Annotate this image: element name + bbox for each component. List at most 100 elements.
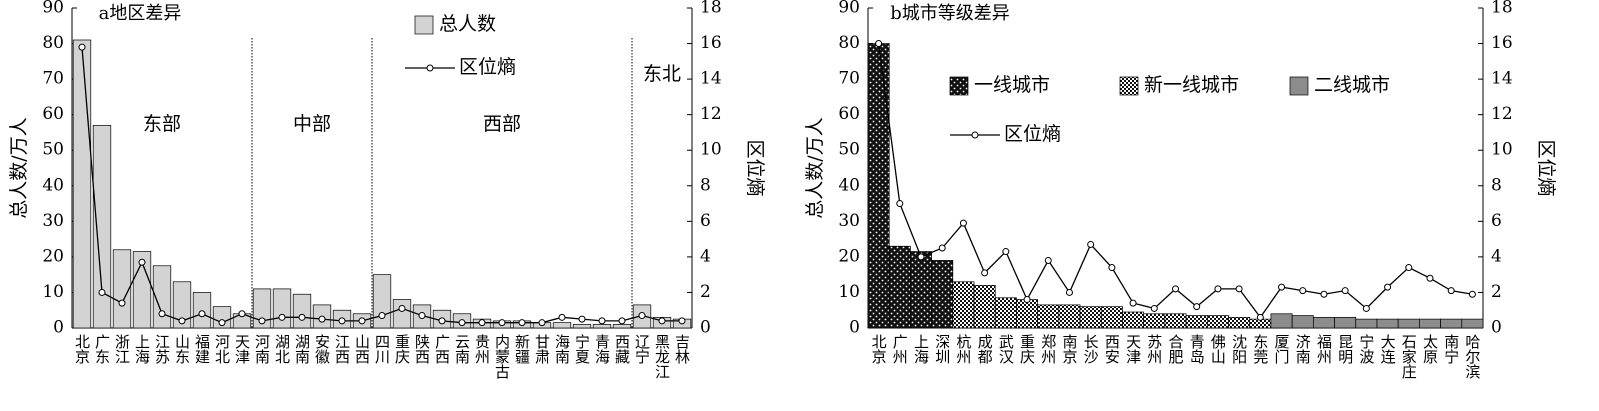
line-marker [658, 317, 666, 325]
x-tick-label: 内蒙古 [493, 334, 511, 379]
bar [1376, 318, 1399, 329]
line-marker [1341, 287, 1349, 295]
x-tick-label: 重庆 [1018, 334, 1036, 364]
y2-tick-label: 14 [700, 69, 722, 89]
bar [1016, 299, 1039, 329]
line-marker [338, 317, 346, 325]
legend-label: 一线城市 [974, 74, 1050, 96]
x-tick-label: 南宁 [1442, 334, 1460, 364]
line-marker [1172, 285, 1179, 293]
line-marker [418, 312, 426, 320]
line-marker [1278, 283, 1286, 291]
line-marker [518, 319, 526, 327]
y2-tick-label: 16 [1491, 33, 1513, 53]
line-marker [1426, 274, 1434, 282]
line-marker [938, 244, 946, 252]
bar [112, 249, 132, 329]
line-marker [438, 317, 446, 325]
line-marker [1235, 285, 1243, 293]
line-marker [1362, 304, 1370, 312]
bar [1228, 316, 1251, 329]
bar [1058, 304, 1081, 329]
line-marker [578, 315, 586, 323]
x-tick-label: 杭州 [954, 334, 972, 364]
line-marker [1384, 283, 1392, 291]
y-tick-label: 0 [53, 318, 64, 338]
x-tick-label: 哈尔滨 [1463, 334, 1481, 379]
x-tick-label: 石家庄 [1400, 334, 1418, 379]
legend-label: 区位熵 [1004, 123, 1061, 145]
line-marker [278, 313, 286, 321]
x-tick-label: 贵州 [473, 334, 491, 364]
bar [1355, 318, 1378, 329]
legend-marker [426, 64, 434, 72]
bar [172, 281, 192, 329]
line-marker [398, 304, 406, 312]
bar [994, 297, 1017, 329]
x-tick-label: 广东 [93, 334, 111, 364]
line-marker [1150, 304, 1158, 312]
x-tick-label: 湖北 [273, 334, 291, 364]
x-tick-label: 重庆 [393, 334, 411, 364]
line-marker [98, 288, 106, 296]
x-tick-label: 广州 [891, 334, 909, 364]
legend-label: 新一线城市 [1144, 74, 1239, 96]
bar [973, 284, 996, 329]
line-marker [1087, 240, 1095, 248]
x-tick-label: 辽宁 [633, 334, 651, 364]
y-tick-label: 80 [838, 33, 860, 53]
bar [292, 293, 312, 329]
bar [72, 39, 92, 329]
y-tick-label: 60 [838, 104, 860, 124]
bar [552, 322, 572, 329]
x-tick-label: 太原 [1421, 334, 1439, 364]
bar [592, 324, 612, 329]
bar [252, 288, 272, 329]
x-tick-label: 安徽 [313, 334, 331, 364]
y-tick-label: 0 [849, 318, 860, 338]
x-tick-label: 大连 [1379, 334, 1397, 365]
y2-tick-label: 18 [1491, 0, 1513, 18]
y-tick-label: 10 [838, 282, 860, 302]
x-tick-label: 厦门 [1273, 334, 1291, 365]
legend-label: 二线城市 [1314, 74, 1390, 96]
y2-tick-label: 10 [1491, 140, 1513, 160]
bar [212, 306, 232, 329]
x-tick-label: 宁夏 [573, 334, 591, 364]
x-tick-label: 西藏 [613, 334, 631, 365]
y2-tick-label: 16 [700, 33, 722, 53]
x-tick-label: 山西 [353, 334, 371, 364]
line-marker [558, 313, 566, 321]
x-tick-label: 四川 [373, 334, 391, 364]
y2-tick-label: 6 [1491, 211, 1502, 231]
line-marker [1044, 256, 1052, 264]
bar [1291, 315, 1314, 329]
line-marker [917, 253, 925, 261]
y2-tick-label: 0 [1491, 318, 1502, 338]
line-marker [1256, 313, 1264, 321]
bar [931, 260, 954, 329]
bar [272, 288, 292, 329]
x-tick-label: 深圳 [933, 334, 951, 364]
legend-swatch [1289, 76, 1309, 96]
x-tick-label: 浙江 [113, 334, 131, 364]
line-marker [458, 319, 466, 327]
y-tick-label: 40 [42, 175, 64, 195]
line-marker [238, 310, 246, 318]
bar [1206, 315, 1229, 329]
chart: 0 10 20 30 40 50 60 70 80 90 0 2 4 6 8 10 12 14 16 18 总人数/万人… [8, 0, 766, 379]
line-marker [78, 43, 86, 51]
y-tick-label: 80 [42, 33, 64, 53]
x-tick-label: 宁波 [1357, 334, 1375, 364]
x-tick-label: 福建 [193, 334, 211, 364]
bar [1461, 318, 1484, 329]
chart-title: b城市等级差异 [890, 3, 1010, 24]
bar [1419, 318, 1441, 329]
y2-axis-label: 区位熵 [1535, 139, 1557, 196]
line-marker [1320, 290, 1328, 298]
line-marker [959, 219, 967, 227]
bar [1037, 304, 1060, 329]
x-tick-label: 湖南 [293, 334, 311, 364]
line-marker [1108, 264, 1116, 272]
x-tick-label: 吉林 [673, 334, 691, 364]
